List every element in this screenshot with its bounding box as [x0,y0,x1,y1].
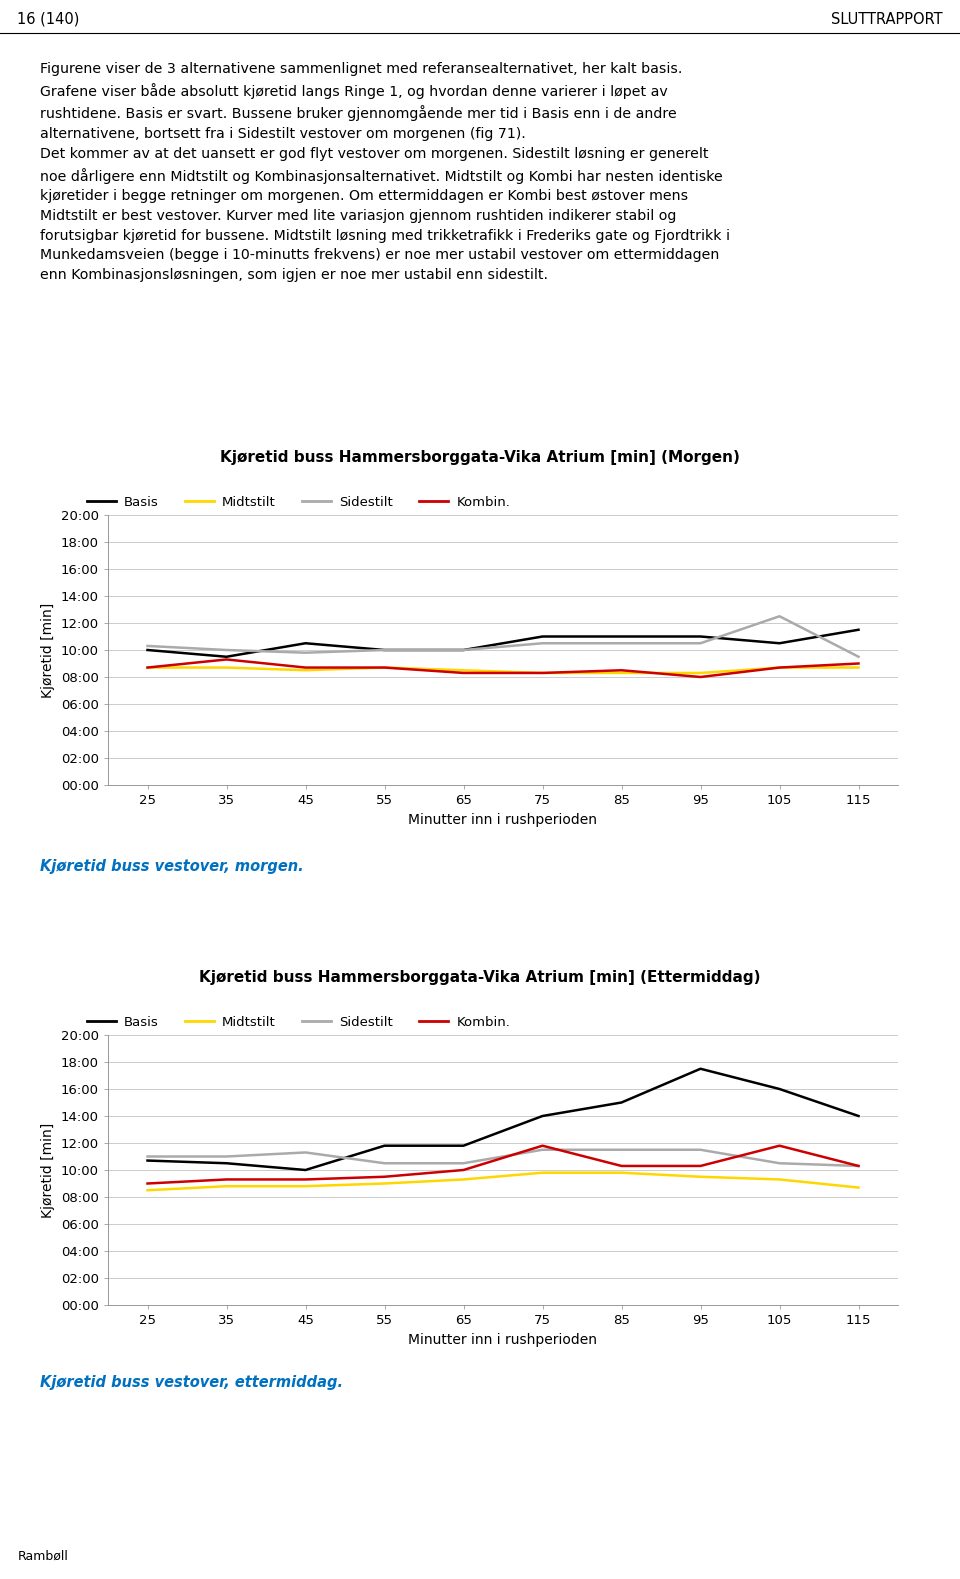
X-axis label: Minutter inn i rushperioden: Minutter inn i rushperioden [409,1333,597,1347]
Text: Kjøretid buss vestover, morgen.: Kjøretid buss vestover, morgen. [40,859,303,873]
Text: 16 (140): 16 (140) [17,11,80,27]
Legend: Basis, Midtstilt, Sidestilt, Kombin.: Basis, Midtstilt, Sidestilt, Kombin. [82,1011,516,1034]
Text: Kjøretid buss Hammersborggata-Vika Atrium [min] (Ettermiddag): Kjøretid buss Hammersborggata-Vika Atriu… [200,970,760,985]
Text: Kjøretid buss Hammersborggata-Vika Atrium [min] (Morgen): Kjøretid buss Hammersborggata-Vika Atriu… [220,450,740,464]
Y-axis label: Kjøretid [min]: Kjøretid [min] [41,602,56,698]
Text: Kjøretid buss vestover, ettermiddag.: Kjøretid buss vestover, ettermiddag. [40,1374,343,1390]
Text: SLUTTRAPPORT: SLUTTRAPPORT [831,11,943,27]
X-axis label: Minutter inn i rushperioden: Minutter inn i rushperioden [409,813,597,826]
Text: Figurene viser de 3 alternativene sammenlignet med referansealternativet, her ka: Figurene viser de 3 alternativene sammen… [40,62,730,283]
Text: Rambøll: Rambøll [17,1549,68,1562]
Y-axis label: Kjøretid [min]: Kjøretid [min] [41,1123,56,1217]
Legend: Basis, Midtstilt, Sidestilt, Kombin.: Basis, Midtstilt, Sidestilt, Kombin. [82,491,516,515]
